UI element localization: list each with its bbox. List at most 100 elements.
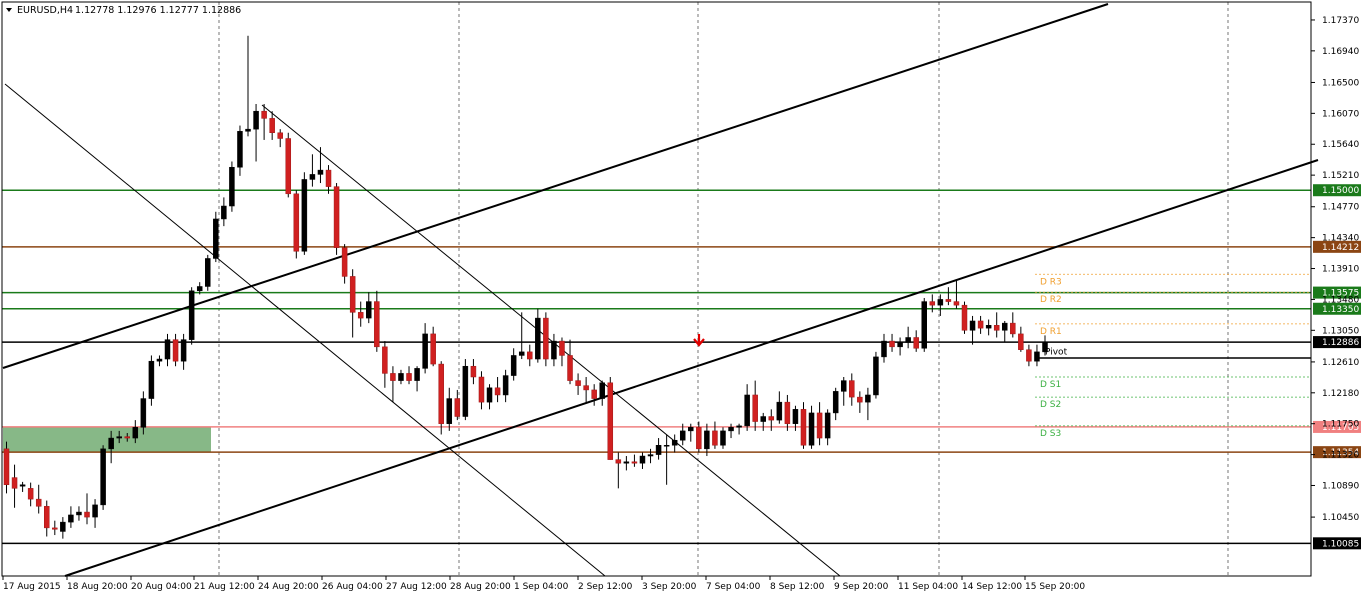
candle [551,333,557,367]
candle [76,506,82,521]
price-tick-label: 1.16070 [1322,109,1359,119]
candle-body [961,304,968,331]
candle-body [454,398,461,417]
candle [325,165,332,194]
price-tag-label: 1.10085 [1322,539,1359,549]
candle-body [993,325,1000,331]
candle-body [921,301,927,349]
candle [889,333,895,352]
time-tick-label: 8 Sep 12:00 [770,582,825,592]
price-tag-bg [1313,336,1361,349]
time-tick-label: 3 Sep 20:00 [642,582,697,592]
candle [374,290,380,352]
candle-body [977,320,984,329]
candle-body [196,286,203,292]
price-tag-bg [1313,537,1361,550]
candle [808,405,815,449]
candle [599,380,605,406]
price-tick-label: 1.13050 [1322,326,1359,336]
candle [502,369,509,403]
candle-body [655,445,662,455]
candle [52,520,58,536]
candle-body [44,506,50,529]
candle [213,211,219,263]
price-tag-bg [1313,302,1361,315]
candle-body [172,339,179,362]
candle-body [897,342,903,348]
upper-channel-line [2,3,1109,369]
price-tick-label: 1.11750 [1322,420,1359,430]
candle [921,297,927,352]
candle [301,172,308,255]
candle-body [575,380,581,386]
candle-body [180,339,187,362]
candle [663,434,670,485]
price-tick-label: 1.17370 [1322,16,1359,26]
price-tick-label: 1.14340 [1322,234,1359,244]
candle [341,244,348,284]
price-axis-tags: 1.15000 1.14212 1.13575 1.13350 1.12886 1.117… [1313,184,1361,550]
candle-body [132,427,139,439]
price-tick-label: 1.16500 [1322,78,1359,88]
candle [11,464,18,508]
candle [317,147,324,184]
candle [156,355,163,367]
candle-body [567,355,573,381]
candle-body [84,511,90,518]
candle-body [140,398,147,428]
candle [366,292,372,324]
candle-body [382,346,388,374]
candle-body [510,355,517,376]
price-tag-bg [1313,240,1361,253]
candle-body [494,387,501,396]
time-tick-label: 27 Aug 12:00 [386,582,447,592]
candle [269,111,275,140]
candle [188,287,195,345]
trend-lines [2,3,1319,577]
candle-body [535,317,541,360]
candle [736,423,742,435]
candle [438,361,444,435]
pivot-label: D S3 [1040,429,1061,439]
candle [100,445,106,510]
candle [712,421,718,449]
candle [390,366,396,403]
candle [824,409,831,446]
candle-body [100,448,106,506]
candle [704,423,710,457]
collapse-triangle-icon[interactable] [6,8,12,12]
candle [752,380,758,431]
candle [744,384,750,431]
candle [35,484,42,514]
candle [1026,344,1032,367]
candle-body [728,427,734,432]
candle-body [148,360,155,399]
candle-body [969,320,976,331]
time-axis: 17 Aug 2015 18 Aug 20:00 20 Aug 04:00 21 Au… [2,576,1085,592]
descending-line-2 [261,104,841,577]
candle [639,452,646,469]
candle-body [261,110,267,119]
candle [760,412,766,431]
candle [728,423,734,439]
candle-body [269,118,275,133]
candle [849,373,855,406]
time-tick-label: 2 Sep 12:00 [578,582,633,592]
candle-body [679,430,686,441]
candle-body [1010,322,1016,335]
candle [196,282,203,295]
candle [800,402,807,449]
pivot-label: D R1 [1040,327,1062,337]
price-tag: 1.11354 [1313,446,1361,459]
candle [486,384,493,410]
candle [784,394,791,431]
candle [985,319,992,336]
candle-body [688,427,694,432]
time-tick-label: 14 Sep 12:00 [962,582,1022,592]
candle-body [422,333,428,369]
markers [693,334,705,347]
price-tick-label: 1.16940 [1322,47,1359,57]
candle-body [309,174,316,180]
